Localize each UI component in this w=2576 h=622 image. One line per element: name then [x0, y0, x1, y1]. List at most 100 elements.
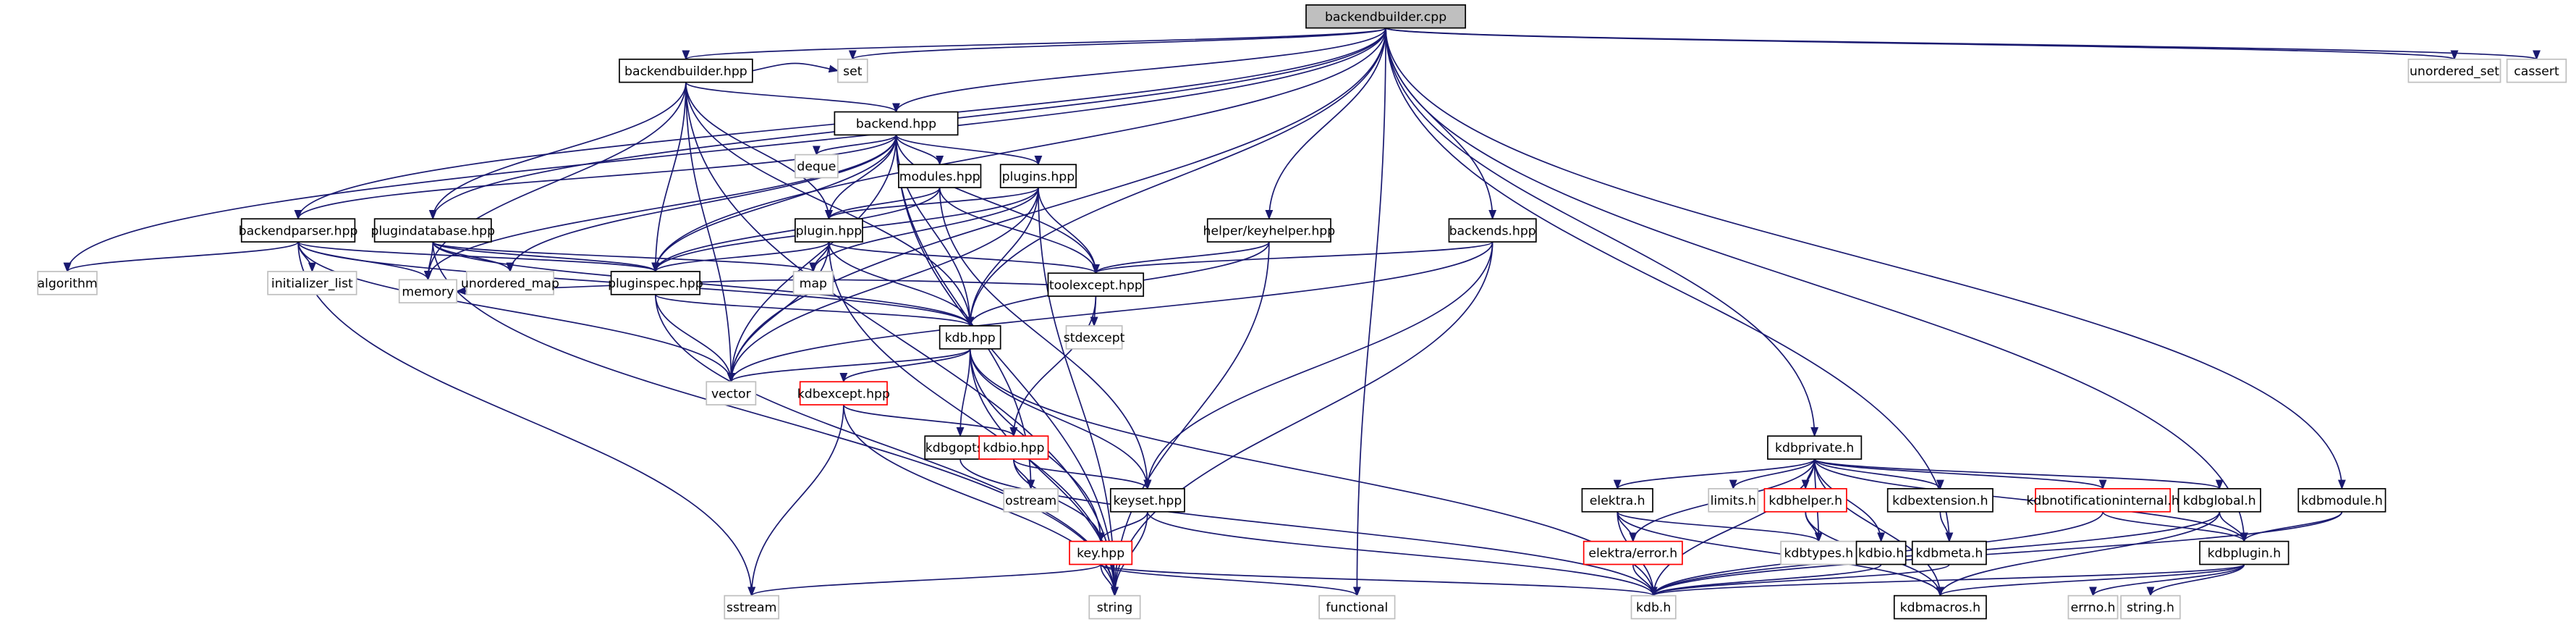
node-box — [1003, 488, 1059, 513]
node-kdb-hpp[interactable]: kdb.hpp — [939, 325, 1001, 350]
node-box — [610, 271, 701, 295]
edge-kdbprivate-h-to-limits-h — [1729, 458, 1816, 490]
edge-kdbprivate-h-to-kdbplugin-h — [1813, 458, 2248, 543]
node-label: string — [1097, 601, 1133, 615]
node-pluginspec-hpp[interactable]: pluginspec.hpp — [608, 271, 703, 295]
node-plugindatabase-hpp[interactable]: plugindatabase.hpp — [370, 218, 495, 243]
node-box — [1763, 488, 1847, 513]
node-box — [267, 271, 357, 295]
edge-backendparser-hpp-to-sstream — [297, 242, 756, 597]
node-kdbtypes-h: kdbtypes.h — [1780, 540, 1857, 566]
node-kdbplugin-h[interactable]: kdbplugin.h — [2199, 540, 2289, 566]
node-kdbnotificationinternal-h[interactable]: kdbnotificationinternal.h — [2026, 488, 2179, 513]
node-label: toolexcept.hpp — [1049, 278, 1143, 293]
node-label: kdbio.h — [1858, 547, 1904, 561]
node-label: limits.h — [1711, 494, 1756, 508]
edge-kdbprivate-h-to-kdbio-h — [1813, 459, 1886, 543]
node-ostream: ostream — [1003, 488, 1059, 513]
node-kdbexcept-hpp[interactable]: kdbexcept.hpp — [797, 381, 890, 405]
node-kdbmeta-h[interactable]: kdbmeta.h — [1911, 540, 1987, 566]
edge-backendbuilder-cpp-to-kdb-hpp — [966, 28, 1386, 327]
node-box — [2199, 540, 2289, 566]
edge-backends-hpp-to-vector — [727, 242, 1494, 383]
node-label: kdbhelper.h — [1768, 494, 1842, 508]
node-kdbhelper-h[interactable]: kdbhelper.h — [1763, 488, 1847, 513]
edge-backendbuilder-cpp-to-set — [849, 27, 1386, 61]
node-box — [2067, 594, 2119, 620]
node-box — [1305, 4, 1467, 29]
node-backend-hpp[interactable]: backend.hpp — [834, 111, 959, 136]
node-box — [1581, 488, 1653, 513]
node-kdbglobal-h[interactable]: kdbglobal.h — [2177, 488, 2261, 513]
edge-backendbuilder-hpp-to-pluginspec-hpp — [651, 82, 687, 273]
edge-backend-hpp-to-vector — [726, 135, 897, 383]
edge-plugindatabase-hpp-to-string — [432, 242, 1119, 597]
node-label: initializer_list — [271, 277, 353, 291]
node-box — [978, 435, 1049, 460]
node-box — [2035, 488, 2172, 513]
edge-key-hpp-to-string — [1100, 564, 1119, 597]
node-box — [1206, 218, 1331, 243]
node-backends-hpp[interactable]: backends.hpp — [1448, 218, 1537, 243]
edge-backendbuilder-hpp-to-plugin-hpp — [685, 82, 833, 220]
node-backendbuilder-hpp[interactable]: backendbuilder.hpp — [619, 58, 753, 83]
node-plugins-hpp[interactable]: plugins.hpp — [999, 164, 1077, 188]
node-label: modules.hpp — [899, 169, 980, 184]
node-label: kdbglobal.h — [2183, 494, 2256, 508]
edge-backendparser-hpp-to-algorithm — [63, 241, 299, 273]
node-kdbextension-h[interactable]: kdbextension.h — [1886, 488, 1994, 513]
edge-backendbuilder-cpp-to-kdbmodule-h — [1385, 28, 2346, 490]
node-label: set — [843, 64, 863, 79]
node-keyset-hpp[interactable]: keyset.hpp — [1109, 488, 1185, 513]
node-kdbmacros-h[interactable]: kdbmacros.h — [1893, 594, 1987, 620]
edge-backend-hpp-to-pluginspec-hpp — [651, 135, 897, 273]
node-sstream: sstream — [724, 594, 780, 620]
node-label: cassert — [2514, 64, 2559, 79]
edge-plugin-hpp-to-vector — [726, 242, 830, 383]
node-box — [1088, 594, 1141, 620]
node-box — [37, 271, 98, 295]
node-modules-hpp[interactable]: modules.hpp — [898, 164, 982, 188]
node-label: errno.h — [2071, 601, 2116, 615]
edge-backends-hpp-to-string — [1111, 242, 1494, 597]
edge-kdbio-h-to-kdb-h — [1649, 563, 1882, 597]
edge-kdbplugin-h-to-kdb-h — [1650, 563, 2245, 597]
node-memory: memory — [398, 279, 458, 303]
node-kdbio-h[interactable]: kdbio.h — [1855, 540, 1907, 566]
node-cassert: cassert — [2506, 58, 2567, 83]
node-kdbprivate-h[interactable]: kdbprivate.h — [1767, 435, 1863, 460]
node-set: set — [837, 58, 868, 83]
edge-pluginspec-hpp-to-vector — [655, 294, 735, 383]
node-label: kdbtypes.h — [1784, 547, 1853, 561]
node-kdbmodule-h[interactable]: kdbmodule.h — [2297, 488, 2386, 513]
node-label: kdbmeta.h — [1915, 547, 1983, 561]
node-label: kdbio.hpp — [983, 441, 1044, 455]
edge-key-hpp-to-sstream — [747, 563, 1102, 597]
node-label: map — [800, 277, 827, 291]
edge-plugindatabase-hpp-to-pluginspec-hpp — [432, 241, 660, 273]
node-box — [1886, 488, 1994, 513]
node-box — [1583, 540, 1683, 566]
edge-kdb-hpp-to-vector — [727, 348, 971, 383]
edge-kdbmeta-h-to-kdb-h — [1649, 563, 1950, 597]
node-backendbuilder-cpp[interactable]: backendbuilder.cpp — [1305, 4, 1467, 29]
node-toolexcept-hpp[interactable]: toolexcept.hpp — [1047, 272, 1145, 297]
node-backendparser-hpp[interactable]: backendparser.hpp — [239, 218, 358, 243]
node-plugin-hpp[interactable]: plugin.hpp — [795, 218, 863, 243]
node-label: string.h — [2127, 601, 2174, 615]
edge-backends-hpp-to-toolexcept-hpp — [1092, 241, 1494, 274]
node-helper-keyhelper-hpp[interactable]: helper/keyhelper.hpp — [1203, 218, 1336, 243]
node-box — [1855, 540, 1907, 566]
node-box — [834, 111, 959, 136]
node-elektra-error-h[interactable]: elektra/error.h — [1583, 540, 1683, 566]
edge-plugins-hpp-to-kdb-hpp — [966, 188, 1039, 327]
node-label: unordered_set — [2410, 64, 2499, 79]
node-label: deque — [797, 160, 836, 175]
node-elektra-h[interactable]: elektra.h — [1581, 488, 1653, 513]
node-kdbio-hpp[interactable]: kdbio.hpp — [978, 435, 1049, 460]
edge-kdbexcept-hpp-to-sstream — [747, 405, 844, 597]
edge-kdbio-hpp-to-ostream — [1012, 458, 1035, 490]
node-key-hpp[interactable]: key.hpp — [1069, 540, 1133, 566]
node-box — [939, 325, 1001, 350]
